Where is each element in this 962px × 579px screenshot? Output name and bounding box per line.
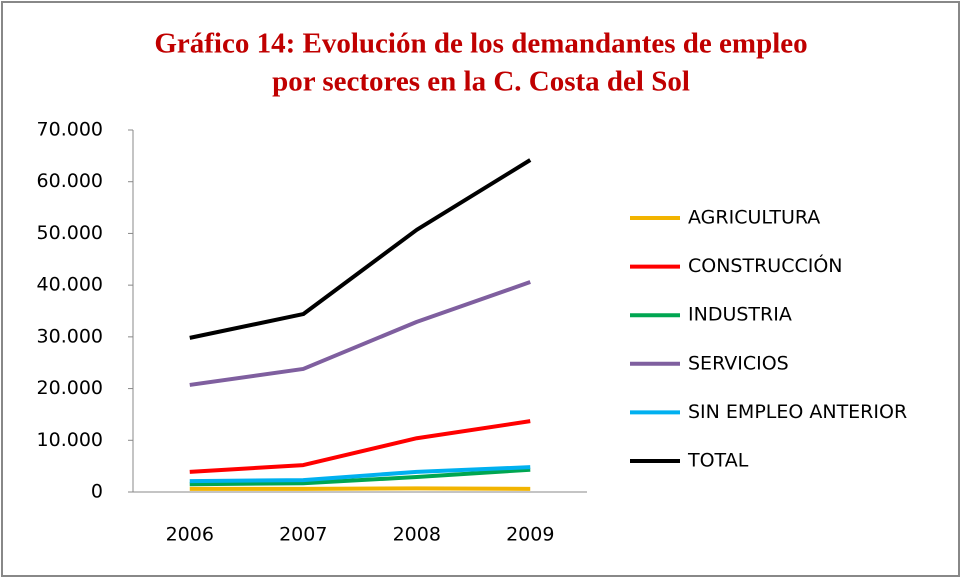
y-tick-label: 40.000 (37, 274, 103, 296)
y-tick-label: 50.000 (37, 222, 103, 244)
y-tick-label: 30.000 (37, 325, 103, 347)
y-tick-label: 20.000 (37, 377, 103, 399)
series-line (189, 158, 532, 340)
legend-label: CONSTRUCCIÓN (688, 253, 843, 277)
y-tick-label: 0 (91, 481, 103, 503)
x-tick-label: 2006 (166, 524, 214, 546)
series-line (189, 280, 531, 387)
series-line (189, 486, 531, 491)
x-tick-label: 2007 (279, 524, 327, 546)
y-tick-label: 10.000 (37, 429, 103, 451)
legend-label: INDUSTRIA (688, 304, 792, 326)
y-tick-label: 60.000 (37, 170, 103, 192)
x-tick-label: 2008 (393, 524, 441, 546)
y-tick-label: 70.000 (37, 119, 103, 141)
x-tick-label: 2009 (506, 524, 554, 546)
chart-title: por sectores en la C. Costa del Sol (272, 66, 690, 98)
legend-label: SERVICIOS (688, 352, 789, 374)
legend-label: SIN EMPLEO ANTERIOR (688, 401, 907, 423)
series-line (189, 465, 531, 484)
legend-label: AGRICULTURA (688, 207, 820, 229)
legend-label: TOTAL (687, 450, 749, 472)
series-line (189, 419, 531, 474)
series-line (189, 467, 531, 487)
chart-title: Gráfico 14: Evolución de los demandantes… (154, 28, 807, 60)
